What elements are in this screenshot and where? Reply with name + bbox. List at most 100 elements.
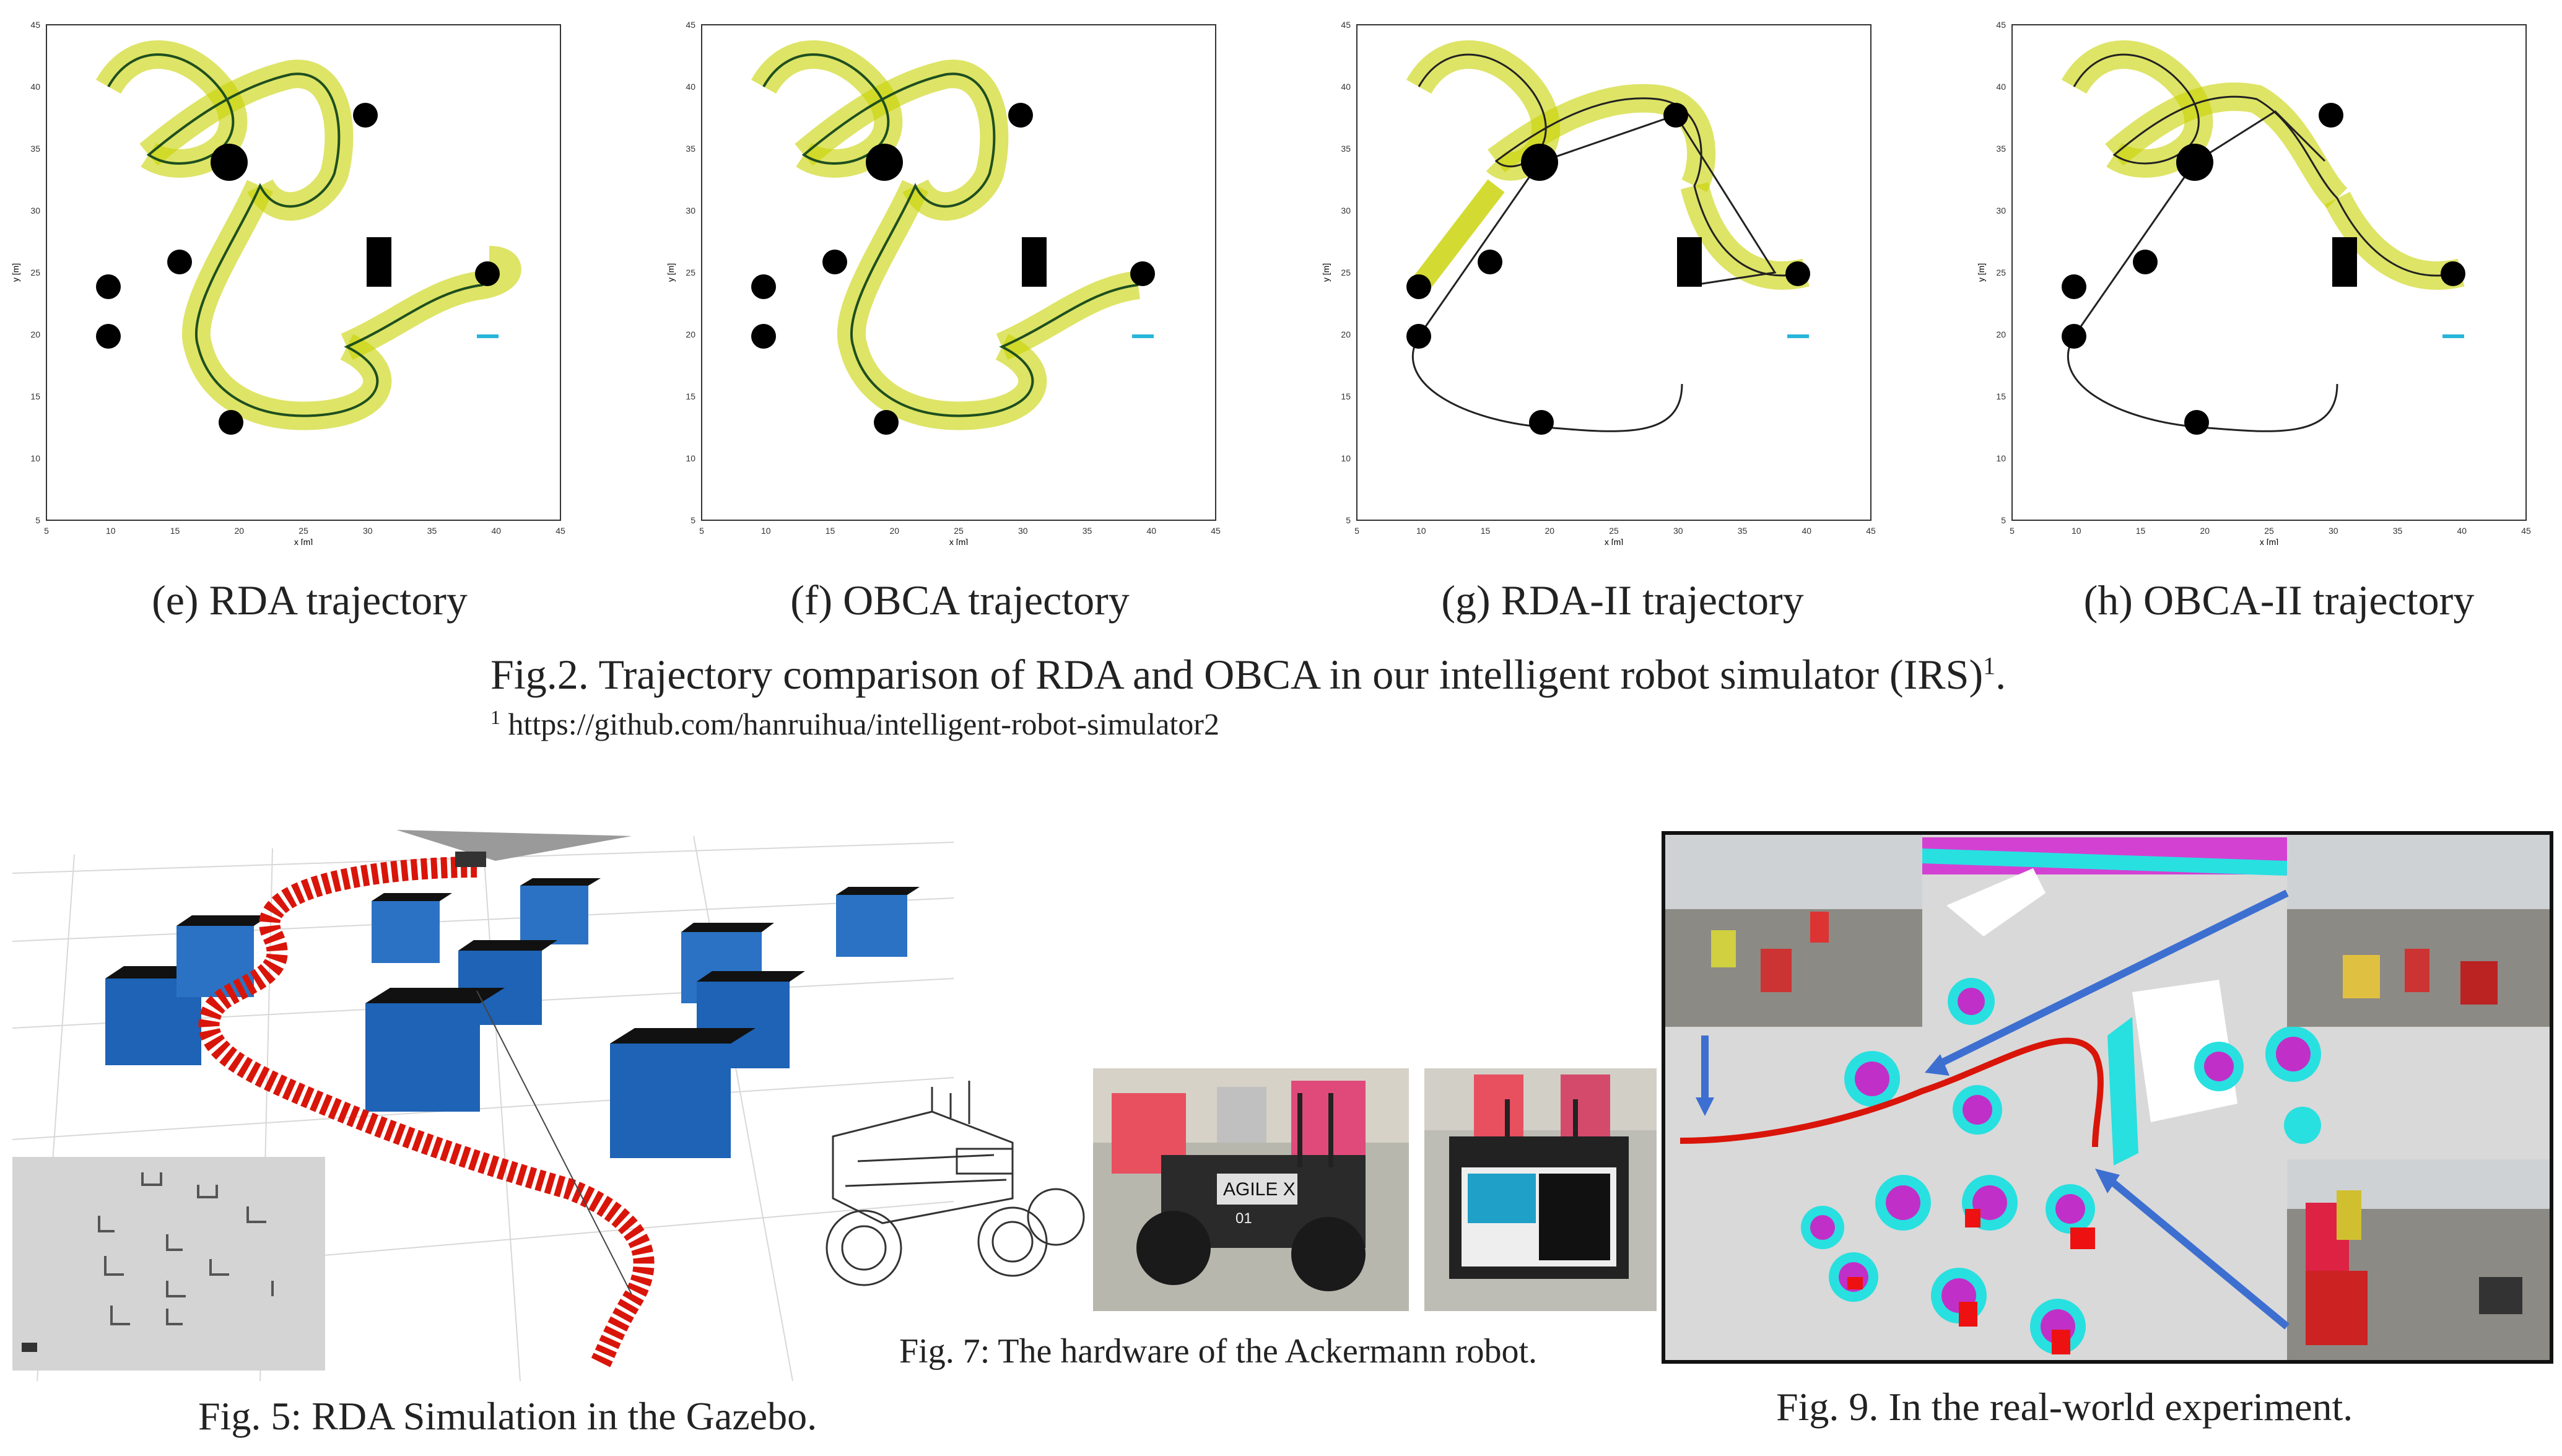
arrow-bottomright-icon — [2105, 1175, 2290, 1330]
x-tick-label: 25 — [298, 526, 308, 536]
plot-g: 5 10 15 20 25 30 35 40 45 5 10 15 20 25 30 35 40 45 x [m] y… — [1321, 20, 1876, 545]
y-tick-label: 5 — [1346, 515, 1351, 525]
x-tick-label: 35 — [1083, 526, 1092, 536]
x-tick-label: 30 — [1018, 526, 1028, 536]
inset-boxes — [98, 1172, 274, 1325]
fig5-caption: Fig. 5: RDA Simulation in the Gazebo. — [198, 1394, 817, 1438]
obstacles — [1406, 103, 1810, 435]
y-tick-label: 10 — [1996, 453, 2006, 463]
x-tick-label: 5 — [699, 526, 704, 536]
y-tick-label: 35 — [30, 144, 40, 154]
y-tick-label: 25 — [1996, 268, 2006, 277]
x-tick-label: 10 — [2072, 526, 2081, 536]
y-tick-label: 20 — [1996, 329, 2006, 339]
y-tick-label: 15 — [1996, 391, 2006, 401]
caption-e: (e) RDA trajectory — [152, 577, 468, 624]
x-tick-label: 25 — [1609, 526, 1619, 536]
obstacles — [751, 103, 1155, 435]
plot-h: 5 10 15 20 25 30 35 40 45 5 10 15 20 25 30 35 40 45 x [m] y… — [1976, 20, 2531, 545]
x-tick-label: 15 — [170, 526, 180, 536]
x-tick-label: 5 — [1354, 526, 1359, 536]
y-tick-label: 40 — [1341, 82, 1351, 92]
x-tick-label: 25 — [2264, 526, 2274, 536]
fig9-real-world — [1662, 831, 2553, 1364]
y-tick-label: 30 — [686, 206, 695, 216]
y-tick-label: 35 — [1341, 144, 1351, 154]
x-tick-label: 5 — [44, 526, 49, 536]
plot-e: 5 10 15 20 25 30 35 40 45 5 10 15 20 25 30 35 40 45 x [m] y… — [11, 20, 565, 545]
fig5-topview-inset — [12, 1157, 325, 1371]
arrow-topright-head-icon — [1925, 1054, 1950, 1076]
robot-label: AGILE X — [1223, 1179, 1296, 1200]
x-tick-label: 20 — [234, 526, 244, 536]
x-tick-label: 35 — [2393, 526, 2403, 536]
x-axis-label: x [m] — [1605, 537, 1623, 545]
fig7-caption: Fig. 7: The hardware of the Ackermann ro… — [899, 1332, 1538, 1371]
y-tick-label: 30 — [1341, 206, 1351, 216]
y-tick-label: 35 — [1996, 144, 2006, 154]
x-tick-label: 45 — [2521, 526, 2531, 536]
y-tick-label: 45 — [1341, 20, 1351, 30]
fig7-robot-photo-front — [1424, 1068, 1657, 1311]
robot-number: 01 — [1235, 1210, 1252, 1227]
y-tick-label: 35 — [686, 144, 695, 154]
obstacles — [2062, 103, 2465, 435]
x-tick-label: 10 — [761, 526, 771, 536]
x-tick-label: 10 — [106, 526, 116, 536]
x-tick-label: 40 — [2457, 526, 2467, 536]
x-tick-label: 30 — [2329, 526, 2338, 536]
x-tick-label: 15 — [2136, 526, 2146, 536]
x-axis-label: x [m] — [294, 537, 313, 545]
shadow-plane — [396, 830, 632, 861]
arrow-bottomright-head-icon — [2095, 1169, 2120, 1193]
x-tick-label: 30 — [1673, 526, 1683, 536]
x-tick-label: 30 — [363, 526, 373, 536]
x-tick-label: 40 — [1802, 526, 1811, 536]
y-tick-label: 15 — [30, 391, 40, 401]
robot-icon — [22, 1343, 37, 1352]
y-tick-label: 15 — [686, 391, 695, 401]
plot-frame — [701, 24, 1216, 521]
y-tick-label: 40 — [1996, 82, 2006, 92]
x-tick-label: 20 — [889, 526, 899, 536]
y-axis-label: y [m] — [666, 263, 676, 282]
x-tick-label: 35 — [1738, 526, 1748, 536]
footnote-url[interactable]: https://github.com/hanruihua/intelligent… — [508, 707, 1219, 741]
y-tick-label: 45 — [686, 20, 695, 30]
x-tick-label: 10 — [1416, 526, 1426, 536]
boxes — [105, 878, 920, 1158]
y-tick-label: 20 — [30, 329, 40, 339]
y-tick-label: 5 — [691, 515, 695, 525]
fig2-footnote: 1 https://github.com/hanruihua/intellige… — [490, 706, 1219, 741]
x-axis-label: x [m] — [949, 537, 968, 545]
y-tick-label: 30 — [1996, 206, 2006, 216]
x-tick-label: 25 — [954, 526, 964, 536]
robot-icon — [455, 852, 486, 867]
x-tick-label: 45 — [556, 526, 565, 536]
y-tick-label: 10 — [686, 453, 695, 463]
y-tick-label: 10 — [1341, 453, 1351, 463]
obstacles — [96, 103, 500, 435]
y-tick-label: 25 — [1341, 268, 1351, 277]
y-tick-label: 25 — [30, 268, 40, 277]
robot-trajectory — [1680, 1037, 2104, 1148]
y-tick-label: 5 — [2001, 515, 2006, 525]
x-tick-label: 35 — [427, 526, 437, 536]
costmap — [1801, 837, 2321, 1354]
y-tick-label: 15 — [1341, 391, 1351, 401]
y-tick-label: 40 — [30, 82, 40, 92]
y-tick-label: 5 — [35, 515, 40, 525]
footprints — [2061, 40, 2465, 290]
x-tick-label: 45 — [1211, 526, 1221, 536]
fig2-caption: Fig.2. Trajectory comparison of RDA and … — [490, 651, 2006, 698]
x-tick-label: 5 — [2010, 526, 2015, 536]
caption-f: (f) OBCA trajectory — [790, 577, 1130, 624]
fig5-gazebo-scene — [12, 830, 954, 1381]
fig9-caption: Fig. 9. In the real-world experiment. — [1776, 1385, 2353, 1429]
x-tick-label: 20 — [1545, 526, 1554, 536]
y-axis-label: y [m] — [11, 263, 20, 282]
plot-frame — [2011, 24, 2527, 521]
trajectory-snake — [198, 857, 655, 1367]
plot-frame — [46, 24, 561, 521]
caption-g: (g) RDA-II trajectory — [1441, 577, 1804, 624]
